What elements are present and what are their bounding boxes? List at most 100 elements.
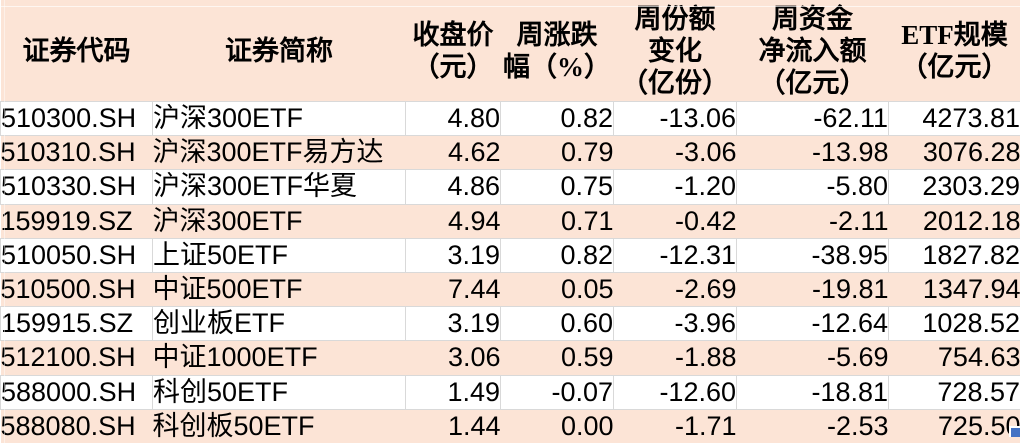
header-line: 净流入额 <box>758 35 867 66</box>
cell-chg[interactable]: 0.75 <box>500 169 614 205</box>
header-name[interactable]: 证券简称 <box>152 0 406 102</box>
cell-scale[interactable]: 725.50 <box>888 409 1020 443</box>
table-row: 510050.SH 上证50ETF 3.19 0.82 -12.31 -38.95 1827… <box>0 237 1020 273</box>
cell-scale[interactable]: 1028.52 <box>888 306 1020 342</box>
cell-inflow[interactable]: -18.81 <box>736 374 889 410</box>
selection-fill-handle-icon[interactable] <box>1009 426 1020 437</box>
cell-close[interactable]: 4.80 <box>405 100 501 137</box>
header-scale[interactable]: ETF规模 （亿元） <box>888 0 1020 102</box>
cell-close[interactable]: 4.86 <box>405 169 501 205</box>
table-row: 512100.SH 中证1000ETF 3.06 0.59 -1.88 -5.69 754.… <box>0 340 1020 375</box>
cell-inflow[interactable]: -62.11 <box>736 100 889 137</box>
cell-close[interactable]: 3.19 <box>405 306 501 342</box>
table-row: 510310.SH 沪深300ETF易方达 4.62 0.79 -3.06 -13.98 3… <box>0 135 1020 170</box>
table-row: 510330.SH 沪深300ETF华夏 4.86 0.75 -1.20 -5.80 230… <box>0 169 1020 205</box>
table-row: 510500.SH 中证500ETF 7.44 0.05 -2.69 -19.81 1347… <box>0 272 1020 307</box>
cell-inflow[interactable]: -12.64 <box>736 306 889 342</box>
header-row: 证券代码 证券简称 收盘价 （元） 周涨跌 幅（%） 周份额 变化 （亿份） 周资金 净流入额 （亿元… <box>0 0 1020 102</box>
cell-share[interactable]: -3.96 <box>613 306 737 342</box>
cell-close[interactable]: 1.49 <box>405 374 501 410</box>
cell-scale[interactable]: 1347.94 <box>888 272 1020 307</box>
header-line: （元） <box>412 51 494 82</box>
cell-share[interactable]: -1.20 <box>613 169 737 205</box>
cell-scale[interactable]: 728.57 <box>888 374 1020 410</box>
header-chg[interactable]: 周涨跌 幅（%） <box>500 0 614 102</box>
cell-name[interactable]: 沪深300ETF <box>152 204 406 239</box>
cell-code[interactable]: 510050.SH <box>0 237 153 273</box>
cell-share[interactable]: -13.06 <box>613 100 737 137</box>
cell-share[interactable]: -12.31 <box>613 237 737 273</box>
cell-name[interactable]: 沪深300ETF <box>152 100 406 137</box>
cell-name[interactable]: 沪深300ETF易方达 <box>152 135 406 170</box>
header-line: 收盘价 <box>412 19 494 50</box>
cell-chg[interactable]: 0.82 <box>500 237 614 273</box>
cell-share[interactable]: -1.88 <box>613 340 737 375</box>
cell-inflow[interactable]: -38.95 <box>736 237 889 273</box>
table-row: 588080.SH 科创板50ETF 1.44 0.00 -1.71 -2.53 725.5… <box>0 409 1020 443</box>
cell-close[interactable]: 1.44 <box>405 409 501 443</box>
cell-scale[interactable]: 4273.81 <box>888 100 1020 137</box>
cell-scale[interactable]: 1827.82 <box>888 237 1020 273</box>
cell-code[interactable]: 510330.SH <box>0 169 153 205</box>
cell-code[interactable]: 510310.SH <box>0 135 153 170</box>
cell-chg[interactable]: 0.60 <box>500 306 614 342</box>
cell-share[interactable]: -0.42 <box>613 204 737 239</box>
cell-close[interactable]: 7.44 <box>405 272 501 307</box>
cell-inflow[interactable]: -13.98 <box>736 135 889 170</box>
cell-chg[interactable]: 0.59 <box>500 340 614 375</box>
header-line: （亿份） <box>621 67 729 98</box>
cell-name[interactable]: 科创50ETF <box>152 374 406 410</box>
cell-inflow[interactable]: -5.69 <box>736 340 889 375</box>
cell-close[interactable]: 3.06 <box>405 340 501 375</box>
cell-code[interactable]: 510500.SH <box>0 272 153 307</box>
header-line: （亿元） <box>900 51 1009 82</box>
header-line: 变化 <box>648 35 702 66</box>
cell-inflow[interactable]: -2.11 <box>736 204 889 239</box>
cell-code[interactable]: 512100.SH <box>0 340 153 375</box>
cell-share[interactable]: -1.71 <box>613 409 737 443</box>
cell-scale[interactable]: 2303.29 <box>888 169 1020 205</box>
cell-scale[interactable]: 754.63 <box>888 340 1020 375</box>
cell-inflow[interactable]: -2.53 <box>736 409 889 443</box>
header-close[interactable]: 收盘价 （元） <box>405 0 501 102</box>
cell-share[interactable]: -3.06 <box>613 135 737 170</box>
header-line: （亿元） <box>758 67 867 98</box>
cell-chg[interactable]: 0.05 <box>500 272 614 307</box>
cell-name[interactable]: 创业板ETF <box>152 306 406 342</box>
cell-scale[interactable]: 2012.18 <box>888 204 1020 239</box>
cell-share[interactable]: -2.69 <box>613 272 737 307</box>
cell-close[interactable]: 4.94 <box>405 204 501 239</box>
cell-chg[interactable]: -0.07 <box>500 374 614 410</box>
cell-inflow[interactable]: -5.80 <box>736 169 889 205</box>
cell-code[interactable]: 159919.SZ <box>0 204 153 239</box>
cell-code[interactable]: 510300.SH <box>0 100 153 137</box>
header-inflow[interactable]: 周资金 净流入额 （亿元） <box>736 0 889 102</box>
cell-close[interactable]: 3.19 <box>405 237 501 273</box>
cell-chg[interactable]: 0.00 <box>500 409 614 443</box>
header-line: 幅（%） <box>503 51 611 82</box>
cell-name[interactable]: 中证1000ETF <box>152 340 406 375</box>
cell-code[interactable]: 588000.SH <box>0 374 153 410</box>
cell-name[interactable]: 科创板50ETF <box>152 409 406 443</box>
table-row: 159919.SZ 沪深300ETF 4.94 0.71 -0.42 -2.11 2012.… <box>0 204 1020 239</box>
header-line: ETF规模 <box>901 19 1008 50</box>
cell-share[interactable]: -12.60 <box>613 374 737 410</box>
cell-close[interactable]: 4.62 <box>405 135 501 170</box>
table-row: 510300.SH 沪深300ETF 4.80 0.82 -13.06 -62.11 427… <box>0 100 1020 137</box>
header-share[interactable]: 周份额 变化 （亿份） <box>613 0 737 102</box>
header-line: 周资金 <box>772 3 853 34</box>
cell-name[interactable]: 中证500ETF <box>152 272 406 307</box>
cell-chg[interactable]: 0.71 <box>500 204 614 239</box>
header-line: 周涨跌 <box>516 19 598 50</box>
header-line: 周份额 <box>634 3 716 34</box>
header-code[interactable]: 证券代码 <box>0 0 153 102</box>
cell-code[interactable]: 159915.SZ <box>0 306 153 342</box>
cell-name[interactable]: 上证50ETF <box>152 237 406 273</box>
cell-chg[interactable]: 0.82 <box>500 100 614 137</box>
cell-name[interactable]: 沪深300ETF华夏 <box>152 169 406 205</box>
cell-code[interactable]: 588080.SH <box>0 409 153 443</box>
cell-chg[interactable]: 0.79 <box>500 135 614 170</box>
cell-scale[interactable]: 3076.28 <box>888 135 1020 170</box>
cell-inflow[interactable]: -19.81 <box>736 272 889 307</box>
